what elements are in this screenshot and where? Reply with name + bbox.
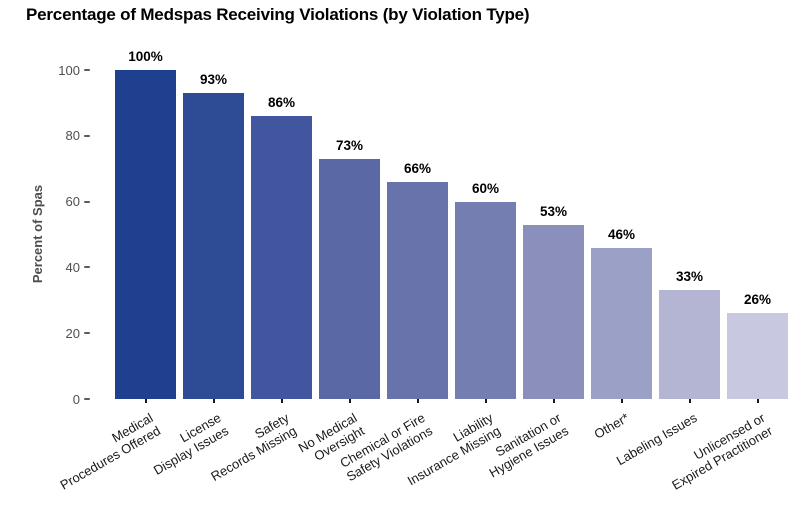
y-tick: 60 <box>42 193 90 211</box>
bar-value-label: 100% <box>128 49 163 64</box>
x-tick-mark <box>280 399 283 403</box>
x-tick-mark <box>348 399 351 403</box>
chart-title: Percentage of Medspas Receiving Violatio… <box>26 5 530 24</box>
bar <box>183 93 244 399</box>
bar <box>455 201 516 399</box>
x-category-line: Unlicensed or <box>690 410 767 463</box>
y-tick-mark <box>84 398 90 400</box>
y-tick-mark <box>84 69 90 71</box>
bar-value-label: 93% <box>199 72 228 88</box>
y-tick: 40 <box>42 258 90 276</box>
bar-value-label: 60% <box>471 180 500 196</box>
bar-value-label: 46% <box>607 226 636 242</box>
bar <box>591 247 652 399</box>
y-tick-label: 80 <box>65 128 80 144</box>
x-tick-mark <box>552 399 555 403</box>
x-tick-mark <box>484 399 487 403</box>
bar <box>523 224 584 399</box>
y-tick-label: 100 <box>58 62 80 78</box>
bar <box>387 181 448 399</box>
y-tick-mark <box>84 134 90 137</box>
y-tick: 20 <box>42 324 90 342</box>
y-tick-mark <box>84 200 90 203</box>
x-tick-mark <box>688 399 691 403</box>
y-tick: 100 <box>42 61 90 79</box>
bar-value-label: 53% <box>539 203 568 219</box>
bar-value-label: 73% <box>335 137 364 153</box>
bar-value-label: 66% <box>403 160 432 176</box>
y-tick-mark <box>84 266 90 269</box>
y-tick-mark <box>84 332 90 335</box>
y-tick: 0 <box>42 390 90 408</box>
bar-value-label: 26% <box>743 292 772 308</box>
y-tick: 80 <box>42 127 90 145</box>
x-tick-mark <box>416 399 419 403</box>
bar-value-label: 33% <box>675 269 704 285</box>
bar <box>115 70 176 399</box>
x-tick-mark <box>144 399 147 403</box>
y-tick-label: 40 <box>65 259 80 275</box>
y-tick-label: 60 <box>65 194 80 210</box>
bar <box>251 116 312 399</box>
x-tick-mark <box>212 399 215 403</box>
bar <box>727 313 788 399</box>
x-tick-mark <box>620 399 623 403</box>
bar <box>659 290 720 399</box>
x-tick-mark <box>756 399 759 403</box>
y-tick-label: 20 <box>65 325 80 341</box>
bar-value-label: 86% <box>267 95 296 111</box>
bar <box>319 158 380 399</box>
y-tick-label: 0 <box>72 391 80 407</box>
